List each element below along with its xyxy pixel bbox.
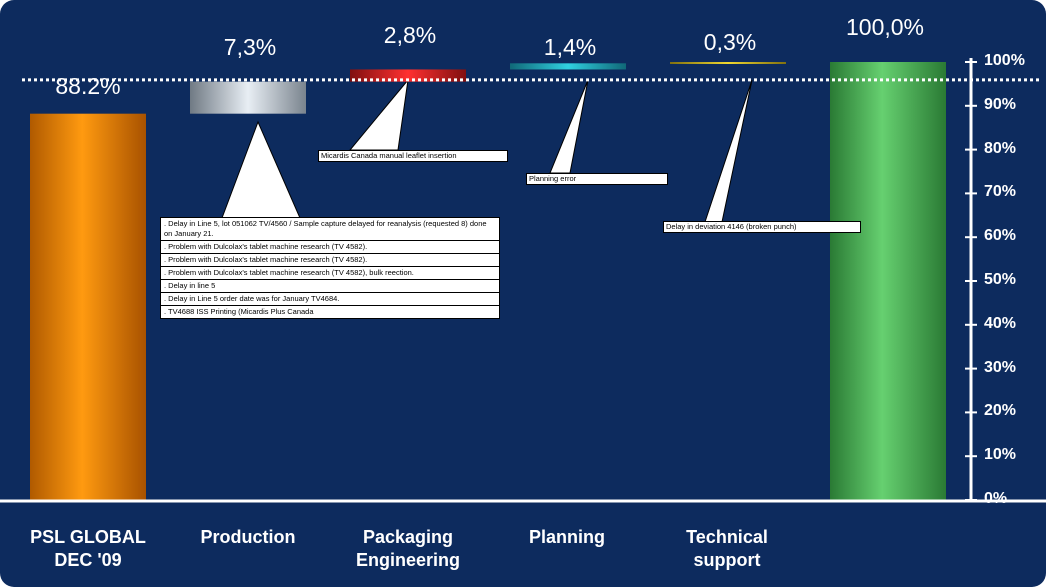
callout-connectors	[221, 78, 753, 223]
y-tick-label: 90%	[984, 95, 1017, 113]
bar-production	[190, 81, 306, 114]
callout-production-row: . Problem with Dulcolax's tablet machine…	[161, 267, 499, 280]
callout-production-row: . Delay in line 5	[161, 280, 499, 293]
y-tick-label: 30%	[984, 358, 1017, 376]
callout-connector-technical	[704, 79, 753, 223]
callout-production-row: . Delay in Line 5, lot 051062 TV/4560 / …	[161, 218, 499, 241]
callout-production-row: . Problem with Dulcolax's tablet machine…	[161, 241, 499, 254]
category-label-packaging-engineering: Packaging Engineering	[355, 527, 460, 570]
bars-layer	[30, 62, 946, 501]
callout-production-row: . TV4688 ISS Printing (Micardis Plus Can…	[164, 307, 314, 316]
callout-connector-planning	[549, 79, 589, 174]
value-label-planning: 1,4%	[543, 34, 597, 60]
y-tick-label: 20%	[984, 402, 1017, 420]
category-label-production: Production	[200, 527, 296, 547]
y-tick-label: 60%	[984, 227, 1017, 245]
value-label-total: 100,0%	[845, 14, 924, 40]
value-label-technical: 0,3%	[703, 29, 757, 55]
bar-planning	[510, 63, 626, 70]
value-label-psl-global: 88.2%	[55, 73, 121, 99]
category-label-psl-global: PSL GLOBAL DEC '09	[30, 527, 146, 570]
bar-psl-global	[30, 113, 146, 501]
callout-connector-production	[221, 120, 301, 219]
callout-connector-packaging	[348, 78, 409, 151]
category-label-planning: Planning	[529, 527, 605, 547]
callout-planning: Planning error	[526, 173, 668, 185]
y-tick-label: 70%	[984, 183, 1017, 201]
value-label-production: 7,3%	[223, 34, 277, 60]
y-tick-label: 40%	[984, 314, 1017, 332]
bar-total	[830, 62, 946, 500]
callout-production: . Delay in Line 5, lot 051062 TV/4560 / …	[160, 217, 500, 319]
axis-layer	[0, 58, 1046, 503]
y-tick-label: 50%	[984, 271, 1017, 288]
y-tick-label: 80%	[984, 139, 1017, 157]
callout-production-row: . Problem with Dulcolax's tablet machine…	[161, 254, 499, 267]
callout-technical: Delay in deviation 4146 (broken punch)	[663, 221, 861, 233]
value-label-packaging: 2,8%	[383, 22, 437, 48]
y-tick-label: 100%	[984, 52, 1025, 69]
y-tick-label: 10%	[984, 446, 1017, 464]
category-label-technical-support: Technical support	[686, 527, 768, 570]
y-tick-label: 0%	[984, 490, 1008, 507]
callout-production-row: . Delay in Line 5 order date was for Jan…	[161, 293, 499, 306]
callout-packaging: Micardis Canada manual leaflet insertion	[318, 150, 508, 162]
bar-technical-support	[670, 62, 786, 64]
